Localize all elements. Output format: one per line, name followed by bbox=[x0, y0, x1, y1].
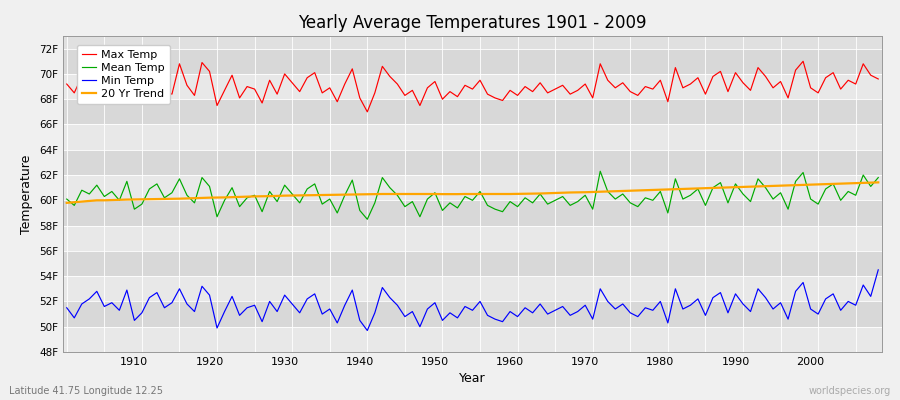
Title: Yearly Average Temperatures 1901 - 2009: Yearly Average Temperatures 1901 - 2009 bbox=[298, 14, 647, 32]
Bar bbox=[63, 150, 882, 175]
Mean Temp bbox=[61, 197, 72, 202]
Bar bbox=[63, 124, 882, 150]
Mean Temp bbox=[505, 199, 516, 204]
20 Yr Trend bbox=[122, 197, 132, 202]
Y-axis label: Temperature: Temperature bbox=[21, 154, 33, 234]
Mean Temp bbox=[362, 217, 373, 222]
Min Temp bbox=[287, 302, 298, 306]
Bar bbox=[63, 276, 882, 302]
Min Temp bbox=[332, 320, 343, 325]
Bar bbox=[63, 49, 882, 74]
Line: Min Temp: Min Temp bbox=[67, 270, 878, 330]
Max Temp bbox=[287, 80, 298, 85]
Max Temp bbox=[512, 93, 523, 98]
Min Temp bbox=[122, 288, 132, 292]
Mean Temp bbox=[122, 179, 132, 184]
Min Temp bbox=[512, 314, 523, 319]
20 Yr Trend bbox=[505, 192, 516, 196]
Legend: Max Temp, Mean Temp, Min Temp, 20 Yr Trend: Max Temp, Mean Temp, Min Temp, 20 Yr Tre… bbox=[76, 45, 170, 104]
X-axis label: Year: Year bbox=[459, 372, 486, 386]
Max Temp bbox=[602, 78, 613, 83]
Max Temp bbox=[61, 82, 72, 86]
Line: Max Temp: Max Temp bbox=[67, 61, 878, 112]
Mean Temp bbox=[287, 192, 298, 196]
Text: worldspecies.org: worldspecies.org bbox=[809, 386, 891, 396]
Max Temp bbox=[797, 59, 808, 64]
Min Temp bbox=[362, 328, 373, 333]
Min Temp bbox=[505, 309, 516, 314]
20 Yr Trend bbox=[497, 192, 508, 196]
20 Yr Trend bbox=[595, 189, 606, 194]
Mean Temp bbox=[873, 175, 884, 180]
Text: Latitude 41.75 Longitude 12.25: Latitude 41.75 Longitude 12.25 bbox=[9, 386, 163, 396]
Bar bbox=[63, 251, 882, 276]
Bar bbox=[63, 99, 882, 124]
Bar bbox=[63, 200, 882, 226]
Bar bbox=[63, 302, 882, 327]
Min Temp bbox=[873, 268, 884, 272]
Max Temp bbox=[332, 99, 343, 104]
Min Temp bbox=[602, 299, 613, 304]
Max Temp bbox=[122, 65, 132, 70]
Mean Temp bbox=[610, 197, 621, 202]
Bar bbox=[63, 74, 882, 99]
Bar bbox=[63, 226, 882, 251]
Mean Temp bbox=[595, 169, 606, 174]
Min Temp bbox=[61, 305, 72, 310]
Line: Mean Temp: Mean Temp bbox=[67, 171, 878, 219]
Mean Temp bbox=[512, 204, 523, 209]
Mean Temp bbox=[332, 210, 343, 215]
20 Yr Trend bbox=[332, 192, 343, 197]
Bar bbox=[63, 327, 882, 352]
Line: 20 Yr Trend: 20 Yr Trend bbox=[67, 182, 878, 203]
20 Yr Trend bbox=[287, 193, 298, 198]
Max Temp bbox=[873, 76, 884, 81]
Max Temp bbox=[505, 88, 516, 93]
Bar bbox=[63, 175, 882, 200]
20 Yr Trend bbox=[61, 200, 72, 205]
20 Yr Trend bbox=[873, 180, 884, 185]
Max Temp bbox=[362, 110, 373, 114]
